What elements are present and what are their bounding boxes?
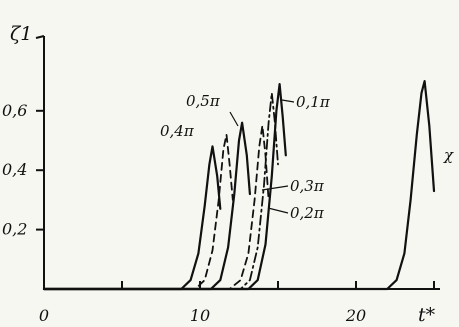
curve-label-0-5pi: 0,5π [186, 92, 221, 110]
series-line-1 [43, 133, 234, 290]
series-line-0 [42, 145, 222, 291]
x-axis-label: t* [418, 304, 436, 326]
series-line-5 [42, 83, 287, 291]
leader-0-3pi [261, 185, 289, 191]
x-tick-label: 0 [39, 306, 49, 325]
tick-labels: 0 10 20 0,2 0,4 0,6 [2, 101, 366, 325]
curve-label-chi: χ [443, 146, 454, 164]
ticks [36, 109, 435, 289]
series-group [42, 80, 436, 291]
x-tick-label: 10 [190, 306, 210, 325]
leader-0-2pi [267, 207, 289, 214]
y-tick-label: 0,6 [2, 101, 27, 120]
y-axis-label: ζ1 [10, 23, 32, 45]
y-axis-cap [35, 35, 45, 39]
x-tick-label: 20 [345, 306, 366, 325]
y-tick-label: 0,2 [2, 220, 27, 239]
series-line-6 [42, 80, 436, 291]
series-line-3 [43, 124, 270, 290]
leader-0-5pi [229, 111, 239, 127]
series-line-2 [42, 121, 251, 291]
leader-0-1pi [281, 99, 295, 103]
curve-label-0-1pi: 0,1π [296, 93, 331, 111]
curve-label-0-4pi: 0,4π [160, 122, 195, 140]
curve-label-0-3pi: 0,3π [290, 177, 325, 195]
curve-labels: 0,4π 0,5π 0,3π 0,2π 0,1π χ [160, 92, 454, 222]
curve-label-0-2pi: 0,2π [290, 204, 325, 222]
y-tick-label: 0,4 [2, 160, 27, 179]
series-line-4 [43, 92, 279, 290]
